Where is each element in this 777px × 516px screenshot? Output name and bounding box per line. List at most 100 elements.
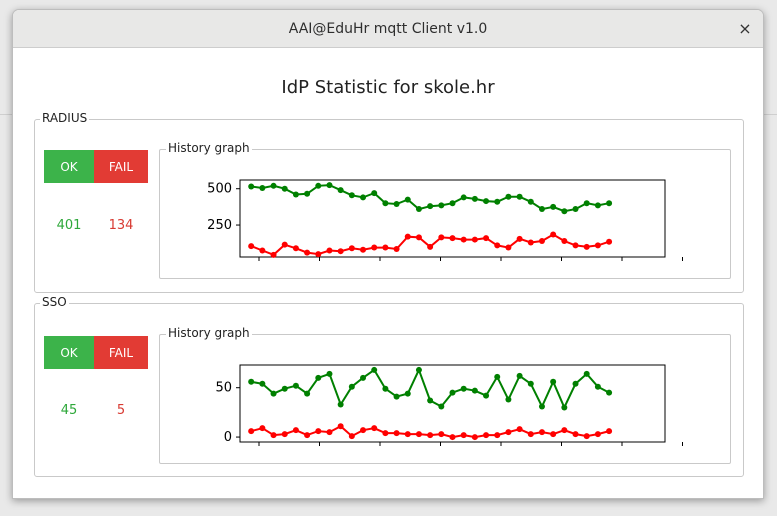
data-point bbox=[393, 430, 400, 437]
data-point bbox=[550, 231, 557, 238]
data-point bbox=[371, 190, 378, 197]
data-point bbox=[449, 434, 456, 441]
data-point bbox=[516, 426, 523, 433]
data-point bbox=[248, 378, 255, 385]
sso-graph-label: History graph bbox=[166, 326, 252, 340]
data-point bbox=[382, 200, 389, 207]
data-point bbox=[606, 200, 613, 207]
y-tick-label: 0 bbox=[224, 430, 232, 445]
data-point bbox=[538, 206, 545, 213]
data-point bbox=[438, 403, 445, 410]
data-point bbox=[505, 396, 512, 403]
data-point bbox=[594, 242, 601, 249]
sso-history-chart: 0 50 bbox=[215, 364, 683, 446]
sso-fail-button[interactable]: FAIL bbox=[94, 336, 148, 369]
data-point bbox=[415, 234, 422, 241]
data-point bbox=[382, 385, 389, 392]
y-tick-label: 500 bbox=[207, 182, 232, 197]
data-point bbox=[371, 425, 378, 432]
data-point bbox=[360, 427, 367, 434]
data-point bbox=[550, 431, 557, 438]
data-point bbox=[483, 432, 490, 439]
data-point bbox=[483, 235, 490, 242]
data-point bbox=[561, 427, 568, 434]
data-point bbox=[583, 243, 590, 250]
data-point bbox=[505, 193, 512, 200]
plot-frame bbox=[239, 364, 666, 443]
data-point bbox=[527, 239, 534, 246]
data-point bbox=[516, 372, 523, 379]
data-point bbox=[259, 425, 266, 432]
data-point bbox=[415, 431, 422, 438]
data-point bbox=[315, 428, 322, 435]
data-point bbox=[248, 428, 255, 435]
data-point bbox=[281, 241, 288, 248]
data-point bbox=[270, 182, 277, 189]
data-point bbox=[393, 200, 400, 207]
data-point bbox=[281, 185, 288, 192]
data-point bbox=[292, 245, 299, 252]
data-point bbox=[404, 390, 411, 397]
data-point bbox=[471, 236, 478, 243]
data-point bbox=[348, 383, 355, 390]
data-point bbox=[527, 380, 534, 387]
y-tick-label: 250 bbox=[207, 218, 232, 233]
data-point bbox=[371, 244, 378, 251]
data-point bbox=[471, 387, 478, 394]
data-point bbox=[561, 404, 568, 411]
data-point bbox=[438, 431, 445, 438]
data-point bbox=[427, 397, 434, 404]
data-point bbox=[281, 431, 288, 438]
sso-ok-button[interactable]: OK bbox=[44, 336, 94, 369]
data-point bbox=[438, 202, 445, 209]
data-point bbox=[606, 238, 613, 245]
data-point bbox=[583, 433, 590, 440]
data-point bbox=[572, 242, 579, 249]
data-point bbox=[326, 429, 333, 436]
data-point bbox=[248, 183, 255, 190]
data-point bbox=[460, 194, 467, 201]
data-point bbox=[337, 248, 344, 255]
data-point bbox=[326, 247, 333, 254]
y-tick-label: 50 bbox=[215, 381, 232, 396]
data-point bbox=[516, 193, 523, 200]
radius-group-label: RADIUS bbox=[40, 111, 90, 125]
data-point bbox=[360, 194, 367, 201]
data-point bbox=[460, 385, 467, 392]
app-window: AAI@EduHr mqtt Client v1.0 × IdP Statist… bbox=[12, 9, 764, 499]
data-point bbox=[259, 184, 266, 191]
data-point bbox=[471, 434, 478, 441]
data-point bbox=[594, 202, 601, 209]
data-point bbox=[270, 432, 277, 439]
radius-group: RADIUS OK FAIL 401 134 History graph 250… bbox=[34, 111, 744, 293]
radius-ok-button[interactable]: OK bbox=[44, 150, 94, 183]
sso-group: SSO OK FAIL 45 5 History graph 0 50 bbox=[34, 295, 744, 477]
data-point bbox=[494, 373, 501, 380]
data-point bbox=[292, 382, 299, 389]
data-point bbox=[427, 432, 434, 439]
data-point bbox=[360, 246, 367, 253]
data-point bbox=[449, 389, 456, 396]
data-point bbox=[538, 238, 545, 245]
data-point bbox=[371, 366, 378, 373]
data-point bbox=[449, 200, 456, 207]
data-point bbox=[583, 200, 590, 207]
sso-fail-count: 5 bbox=[116, 403, 126, 418]
data-point bbox=[281, 385, 288, 392]
radius-fail-button[interactable]: FAIL bbox=[94, 150, 148, 183]
sso-group-label: SSO bbox=[40, 295, 69, 309]
data-point bbox=[527, 198, 534, 205]
data-point bbox=[404, 233, 411, 240]
data-point bbox=[516, 235, 523, 242]
title-bar[interactable]: AAI@EduHr mqtt Client v1.0 × bbox=[13, 10, 763, 48]
data-point bbox=[606, 428, 613, 435]
data-point bbox=[538, 429, 545, 436]
close-icon[interactable]: × bbox=[738, 18, 752, 38]
data-point bbox=[270, 251, 277, 258]
data-point bbox=[292, 427, 299, 434]
data-point bbox=[337, 423, 344, 430]
data-point bbox=[494, 198, 501, 205]
data-point bbox=[270, 390, 277, 397]
data-point bbox=[572, 206, 579, 213]
data-point bbox=[348, 433, 355, 440]
